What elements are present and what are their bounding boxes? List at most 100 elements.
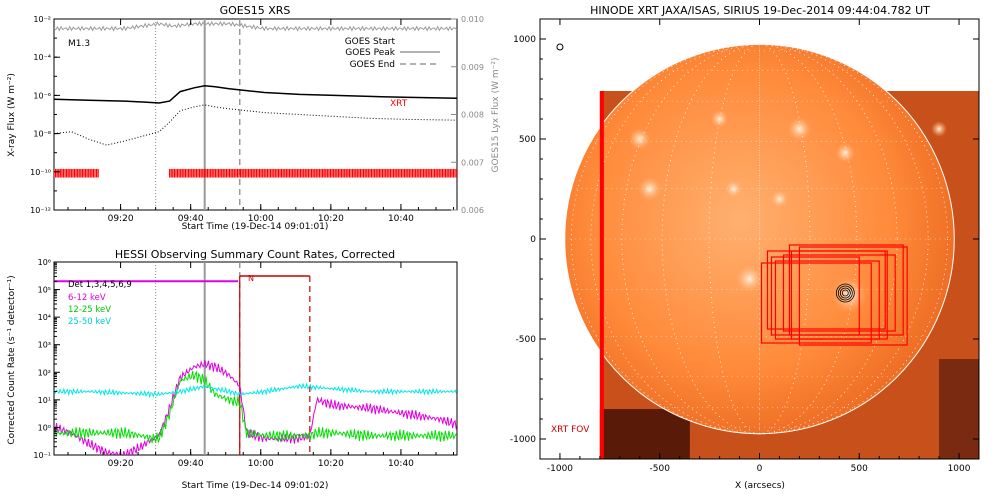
- hessi-axes: 09:20 09:40 10:00 10:20 10:40 10⁻¹ 10⁰ 10¹ 10² 10…: [33, 258, 454, 469]
- hessi-x-tick-label: 09:20: [108, 459, 134, 469]
- goes-y-tick-label: 10⁻²: [33, 15, 51, 24]
- active-region-3: [787, 117, 812, 141]
- hessi-xlabel: Start Time (19-Dec-14 09:01:02): [182, 481, 329, 491]
- goes-axes: 09:20 09:40 10:00 10:20 10:40 10⁻¹² 10⁻¹⁰ 10⁻⁸ 1…: [30, 15, 484, 224]
- hessi-x-tick-label: 10:20: [318, 459, 344, 469]
- xrt-x-tick-label: 1000: [948, 464, 971, 474]
- goes-ylabel-right: GOES15 Lyx Flux (W m⁻²): [491, 58, 501, 173]
- xrt-axes: -1000 -1000 -500 -500 0 0 500 500 1000 1000: [510, 18, 980, 474]
- active-region-0: [628, 128, 651, 150]
- active-region-6: [835, 143, 856, 163]
- hessi-y-tick-label: 10⁰: [38, 423, 51, 432]
- goes-title: GOES15 XRS: [220, 4, 291, 17]
- xrt-dark-corner: [599, 409, 690, 459]
- hessi-x-tick-label: 10:00: [248, 459, 274, 469]
- hessi-y-tick-label: 10²: [38, 368, 51, 377]
- hessi-x-tick-label: 09:40: [178, 459, 204, 469]
- xrt-y-tick-label: 0: [530, 235, 536, 245]
- xrt-y-tick-label: 1000: [513, 35, 536, 45]
- hessi-y-tick-label: 10¹: [38, 396, 51, 405]
- xrt-coverage-segment-0: [54, 168, 99, 178]
- goes-y-tick-label: 10⁻⁶: [33, 91, 51, 100]
- goes-y2-tick-label: 0.010: [461, 15, 484, 24]
- active-region-5: [770, 190, 789, 208]
- hessi-y-tick-label: 10⁵: [38, 286, 51, 295]
- goes-xlabel: Start Time (19-Dec-14 09:01:01): [182, 222, 329, 232]
- goes-legend: GOES Start GOES Peak GOES End: [345, 37, 440, 70]
- goes-y-tick-label: 10⁻⁴: [33, 53, 51, 62]
- goes-panel: GOES15 XRS 09:20 09:40 10:00 10:20 10:40 10⁻¹…: [7, 4, 501, 232]
- hessi-night-bar: [239, 275, 311, 455]
- goes-y2-tick-label: 0.007: [461, 158, 484, 167]
- xrt-panel: HINODE XRT JAXA/ISAS, SIRIUS 19-Dec-2014…: [510, 4, 980, 491]
- goes-y-tick-label: 10⁻¹⁰: [30, 168, 51, 177]
- xrt-y-tick-label: -500: [516, 335, 537, 345]
- hessi-series-1: [54, 370, 457, 444]
- hessi-plot-area: [54, 262, 457, 455]
- active-region-7: [831, 277, 868, 313]
- xrt-xlabel: X (arcsecs): [735, 481, 785, 491]
- active-region-4: [724, 180, 743, 198]
- hessi-x-tick-label: 10:40: [388, 459, 414, 469]
- goes-y2-tick-label: 0.008: [461, 111, 484, 120]
- xrt-x-tick-label: -500: [650, 464, 671, 474]
- hessi-ylabel: Corrected Count Rate (s⁻¹ detector⁻¹): [7, 275, 17, 444]
- hessi-band-label-1: 12-25 keV: [68, 305, 111, 315]
- pointing-box-4: [798, 246, 908, 346]
- pointing-box-7: [790, 250, 888, 340]
- hessi-night-label: N: [248, 274, 254, 283]
- hessi-plot-frame: [53, 261, 458, 456]
- xrt-dark-edge: [939, 359, 979, 459]
- goes-series-dotted: [54, 104, 457, 146]
- solar-limb: [564, 43, 955, 435]
- hessi-title: HESSI Observing Summary Count Rates, Cor…: [115, 248, 395, 261]
- pointing-box-6: [770, 256, 860, 336]
- pointing-box-5: [782, 254, 896, 332]
- goes-y-tick-label: 10⁻⁸: [33, 130, 51, 139]
- xrt-x-tick-label: 0: [757, 464, 763, 474]
- xrt-title: HINODE XRT JAXA/ISAS, SIRIUS 19-Dec-2014…: [590, 4, 930, 17]
- active-region-2: [710, 110, 729, 128]
- goes-x-tick-label: 09:40: [178, 214, 204, 224]
- sun-disk: [564, 44, 955, 434]
- hessi-detector-label: Det 1,3,4,5,6,9: [68, 280, 132, 290]
- goes-legend-start: GOES Start: [345, 37, 396, 47]
- goes-legend-peak: GOES Peak: [345, 48, 395, 58]
- active-region-9: [931, 121, 948, 137]
- hessi-band-label-0: 6-12 keV: [68, 293, 106, 303]
- goes-xrt-label: XRT: [390, 99, 408, 109]
- xrt-fov-edge: [599, 91, 604, 459]
- goes-series-solid: [54, 85, 457, 104]
- pointing-box-3: [760, 262, 872, 344]
- flare-contours: [835, 283, 855, 303]
- hessi-y-tick-label: 10³: [38, 341, 51, 350]
- goes-lyman-series: [54, 20, 457, 32]
- xrt-image: [564, 43, 979, 459]
- goes-plot-frame: [53, 18, 458, 211]
- xrt-fov-label: XRT FOV: [551, 425, 590, 435]
- goes-legend-end: GOES End: [350, 60, 395, 70]
- hessi-y-tick-label: 10⁴: [38, 313, 51, 322]
- xrt-y-tick-label: -1000: [510, 435, 536, 445]
- active-region-1: [637, 177, 662, 201]
- xrt-x-tick-label: 500: [851, 464, 868, 474]
- goes-y2-tick-label: 0.009: [461, 63, 484, 72]
- hessi-band-label-2: 25-50 keV: [68, 317, 111, 327]
- xrt-x-tick-label: -1000: [547, 464, 573, 474]
- hessi-panel: HESSI Observing Summary Count Rates, Cor…: [7, 248, 458, 491]
- goes-x-tick-label: 09:20: [108, 214, 134, 224]
- goes-x-tick-label: 10:00: [248, 214, 274, 224]
- goes-class-label: M1.3: [68, 39, 90, 49]
- goes-ylabel-left: X-ray Flux (W m⁻²): [7, 73, 17, 157]
- xrt-coverage-segment-1: [169, 168, 457, 178]
- hessi-y-tick-label: 10⁶: [38, 258, 51, 267]
- active-region-8: [735, 265, 764, 293]
- goes-x-tick-label: 10:40: [388, 214, 414, 224]
- xrt-pointing-boxes: [760, 244, 908, 346]
- goes-y2-tick-label: 0.006: [461, 206, 484, 215]
- goes-x-tick-label: 10:20: [318, 214, 344, 224]
- xrt-y-tick-label: 500: [519, 135, 536, 145]
- goes-y-tick-label: 10⁻¹²: [30, 206, 51, 215]
- goes-plot-area: [54, 19, 457, 210]
